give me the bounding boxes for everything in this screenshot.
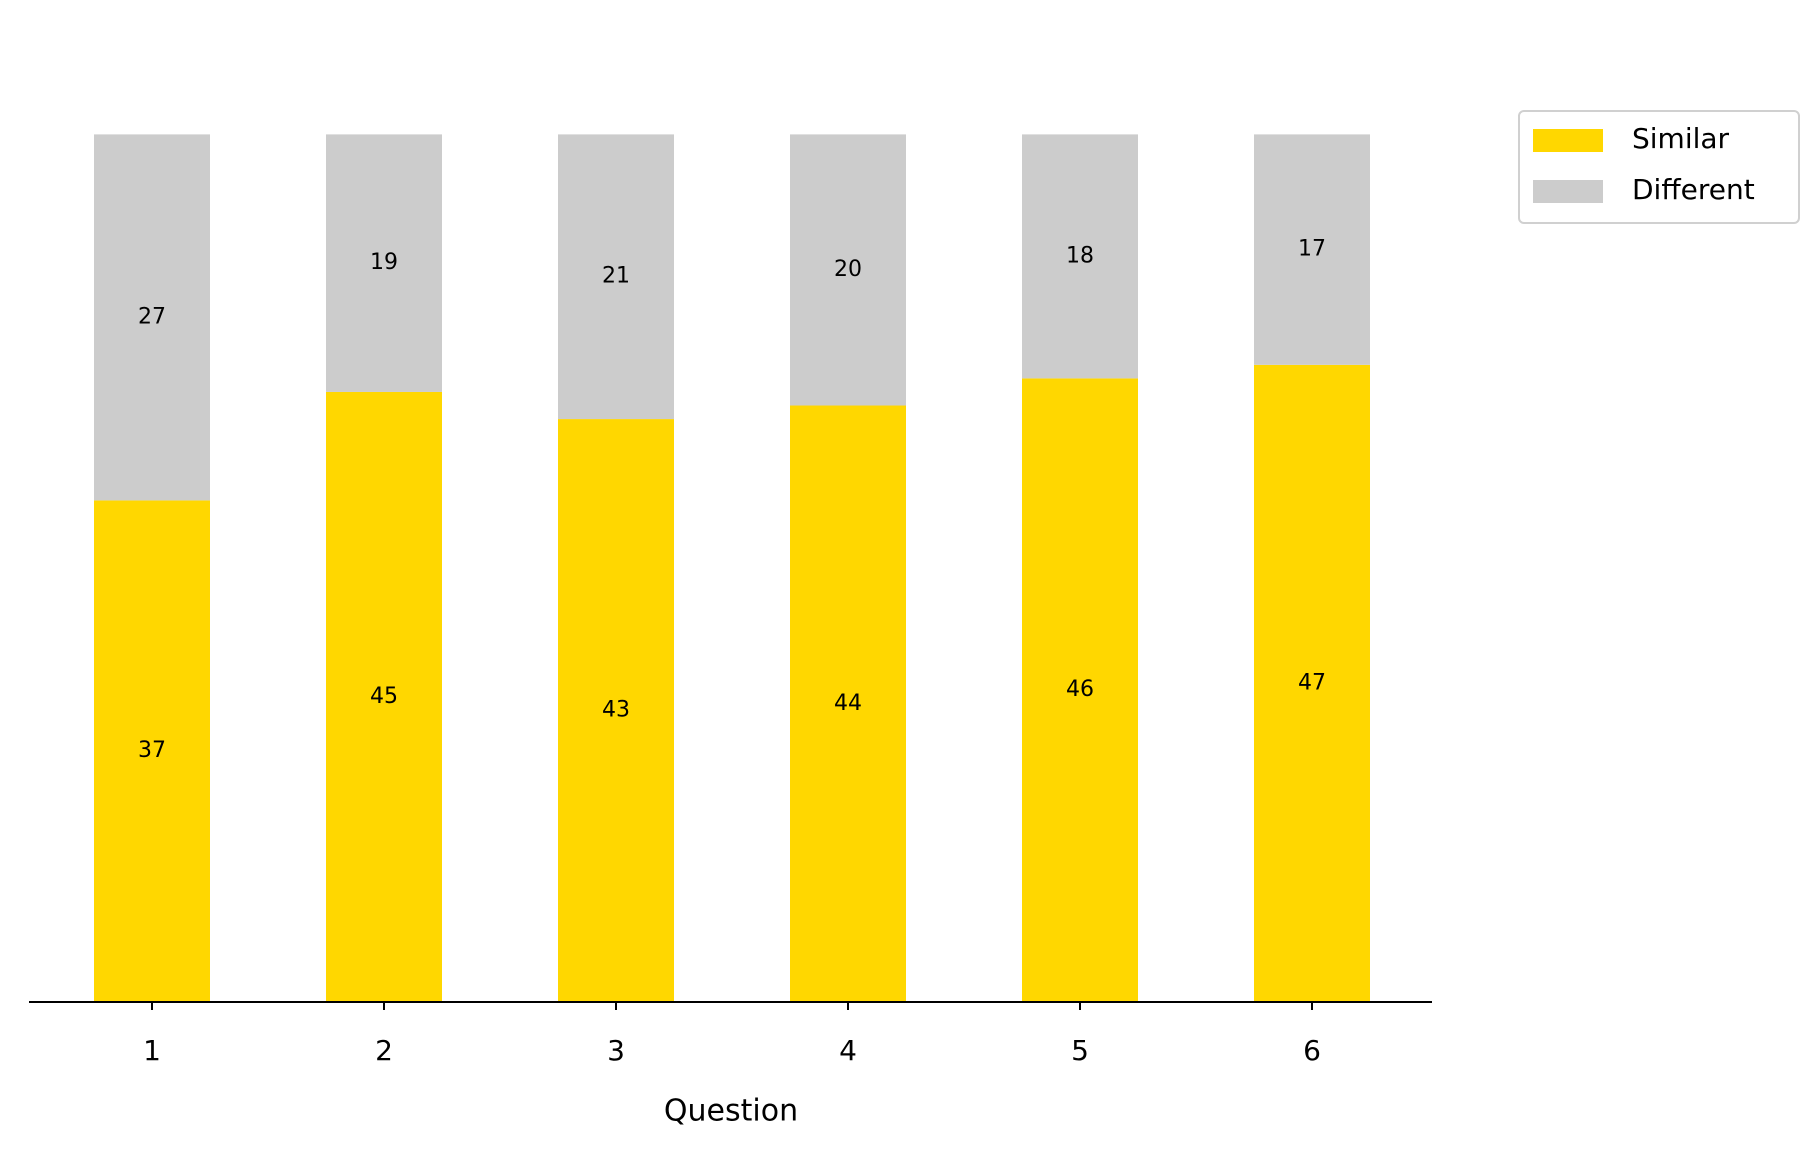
x-tick-label: 6 <box>1303 1034 1321 1067</box>
legend-swatch <box>1533 129 1603 152</box>
value-label: 17 <box>1298 237 1326 262</box>
bar-segment <box>1254 134 1370 365</box>
value-label: 43 <box>602 698 630 723</box>
bar-segment <box>558 419 674 1002</box>
x-tick-label: 2 <box>375 1034 393 1067</box>
legend-label: Similar <box>1632 122 1730 155</box>
x-axis-label: Question <box>664 1094 798 1129</box>
x-tick-label: 4 <box>839 1034 857 1067</box>
legend-swatch <box>1533 180 1603 203</box>
bar-segment <box>326 134 442 392</box>
legend-label: Different <box>1632 173 1755 206</box>
value-label: 21 <box>602 264 630 289</box>
bar-segment <box>1022 134 1138 379</box>
bar-segment <box>1022 378 1138 1002</box>
value-label: 18 <box>1066 243 1094 268</box>
value-label: 37 <box>138 738 166 763</box>
x-tick-label: 5 <box>1071 1034 1089 1067</box>
value-label: 44 <box>834 691 862 716</box>
bar-segment <box>1254 364 1370 1002</box>
value-label: 19 <box>370 250 398 275</box>
legend: Similar Different <box>1518 110 1800 224</box>
bar-segment <box>790 405 906 1002</box>
x-tick-label: 3 <box>607 1034 625 1067</box>
value-label: 47 <box>1298 670 1326 695</box>
bar-segment <box>326 391 442 1003</box>
bar-segment <box>94 500 210 1002</box>
value-label: 20 <box>834 257 862 282</box>
bar-segment <box>790 134 906 406</box>
value-label: 45 <box>370 684 398 709</box>
value-label: 27 <box>138 304 166 329</box>
bar-segment <box>558 134 674 420</box>
value-label: 46 <box>1066 677 1094 702</box>
x-tick-label: 1 <box>143 1034 161 1067</box>
bar-segment <box>94 134 210 501</box>
